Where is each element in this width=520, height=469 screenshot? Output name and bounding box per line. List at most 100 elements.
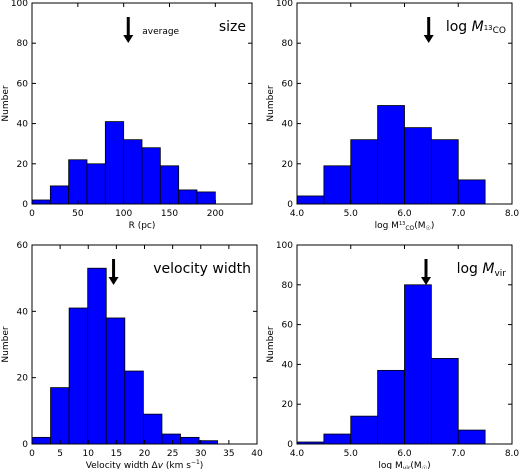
- x-tick-label: 100: [115, 209, 132, 219]
- histogram-bar: [142, 413, 163, 445]
- x-tick-label: 6.0: [397, 209, 412, 219]
- x-tick-label: 50: [72, 209, 84, 219]
- y-tick-label: 60: [282, 79, 294, 89]
- down-arrow-icon: [123, 35, 134, 43]
- x-tick-label: 5.0: [344, 449, 359, 459]
- histogram-bar: [31, 436, 51, 445]
- histogram-bar: [86, 163, 106, 205]
- y-tick-label: 0: [22, 200, 28, 210]
- histogram-bar: [68, 159, 88, 205]
- histogram-bar: [323, 165, 352, 205]
- down-arrow-icon: [108, 277, 119, 285]
- histogram-bar: [296, 195, 325, 205]
- histogram-bar: [457, 179, 486, 205]
- y-tick-label: 60: [282, 321, 294, 331]
- x-tick-label: 10: [83, 449, 95, 459]
- x-tick-label: 8.0: [505, 449, 520, 459]
- y-tick-label: 0: [287, 200, 293, 210]
- x-tick-label: 40: [251, 449, 263, 459]
- histogram-panel-1: 0 50 100 150 200 0 20 40 60 80 100 Number R (pc) aver…: [1, 0, 253, 231]
- average-annotation: average: [142, 27, 179, 37]
- plot-frame: [31, 2, 253, 205]
- x-tick-label: 6.0: [397, 449, 412, 459]
- histogram-bar: [404, 127, 432, 205]
- histogram-bar: [323, 433, 352, 445]
- panel-label: velocity width: [153, 261, 251, 277]
- x-tick-label: 200: [207, 209, 224, 219]
- histogram-bar: [404, 284, 432, 445]
- y-tick-label: 60: [17, 79, 29, 89]
- panel-label: log Mvir: [457, 261, 507, 279]
- histogram-bar: [104, 121, 125, 205]
- histogram-bar: [377, 105, 405, 205]
- down-arrow-icon: [423, 35, 434, 43]
- y-axis-title: Number: [266, 85, 276, 121]
- y-tick-label: 0: [22, 440, 28, 450]
- x-tick-label: 25: [167, 449, 178, 459]
- y-tick-label: 100: [276, 241, 293, 251]
- x-tick-label: 35: [223, 449, 234, 459]
- y-tick-label: 80: [282, 39, 294, 49]
- x-tick-label: 30: [195, 449, 207, 459]
- histogram-panel-2: 4.0 5.0 6.0 7.0 8.0 0 20 40 60 80 100 Number log M13…: [266, 0, 519, 232]
- histogram-bar: [159, 165, 180, 205]
- histogram-bar: [50, 387, 70, 445]
- x-axis-title: R (pc): [129, 221, 156, 231]
- x-tick-label: 8.0: [505, 209, 520, 219]
- y-tick-label: 40: [17, 307, 29, 317]
- panel-label: size: [219, 19, 246, 35]
- y-tick-label: 0: [287, 440, 293, 450]
- x-tick-label: 0: [29, 449, 35, 459]
- histogram-bar: [31, 199, 51, 205]
- x-axis-title: log Mvir(M☉): [378, 461, 430, 469]
- x-tick-label: 20: [139, 449, 151, 459]
- x-axis-title: log M13CO(M☉): [375, 221, 435, 232]
- y-tick-label: 40: [282, 360, 294, 370]
- histogram-bar: [350, 415, 379, 445]
- histogram-bar: [178, 189, 198, 205]
- histogram-bar: [161, 433, 181, 445]
- histogram-bar: [68, 307, 89, 445]
- histogram-bar: [377, 369, 405, 445]
- histogram-bar: [49, 185, 70, 205]
- x-tick-label: 4.0: [290, 449, 305, 459]
- down-arrow-icon: [421, 277, 431, 285]
- histogram-bar: [457, 429, 486, 445]
- y-axis-title: Number: [1, 326, 11, 362]
- histogram-panel-4: 4.0 5.0 6.0 7.0 8.0 0 20 40 60 80 100 Number log Mvi…: [266, 241, 519, 469]
- histogram-bar: [180, 436, 200, 445]
- y-tick-label: 80: [17, 39, 29, 49]
- x-tick-label: 5: [57, 449, 63, 459]
- x-tick-label: 7.0: [451, 449, 466, 459]
- x-tick-label: 5.0: [344, 209, 359, 219]
- y-tick-label: 20: [282, 160, 294, 170]
- histogram-panel-3: 0 5 10 15 20 25 30 35 40 0 20 40 60 Number Velocity wi…: [1, 241, 263, 469]
- x-tick-label: 150: [161, 209, 178, 219]
- histogram-bar: [141, 147, 161, 205]
- histogram-bar: [430, 139, 459, 205]
- histogram-bar: [350, 139, 379, 205]
- y-tick-label: 60: [17, 241, 29, 251]
- y-tick-label: 20: [17, 160, 29, 170]
- y-axis-title: Number: [266, 326, 276, 362]
- x-axis-title: Velocity width Δv (km s−1): [86, 459, 204, 469]
- histogram-bar: [430, 358, 459, 445]
- panel-label: log M13CO: [446, 19, 506, 36]
- y-tick-label: 20: [282, 400, 294, 410]
- x-tick-label: 15: [111, 449, 122, 459]
- histogram-bar: [123, 139, 143, 205]
- histogram-bar: [196, 191, 216, 205]
- y-tick-label: 40: [17, 120, 29, 130]
- y-tick-label: 100: [276, 0, 293, 9]
- x-tick-label: 7.0: [451, 209, 466, 219]
- histogram-bar: [124, 370, 144, 445]
- histogram-bar: [105, 317, 126, 445]
- y-tick-label: 80: [282, 281, 294, 291]
- x-tick-label: 4.0: [290, 209, 305, 219]
- y-tick-label: 40: [282, 120, 294, 130]
- histogram-bar: [87, 267, 107, 445]
- y-tick-label: 100: [11, 0, 28, 9]
- y-tick-label: 20: [17, 374, 29, 384]
- x-tick-label: 0: [29, 209, 35, 219]
